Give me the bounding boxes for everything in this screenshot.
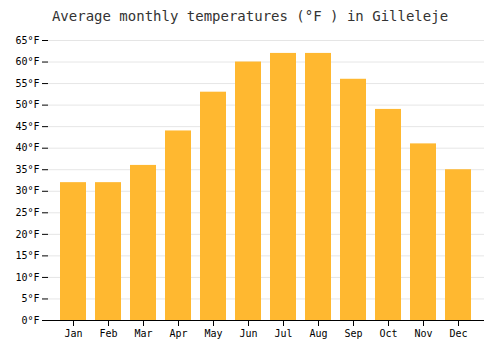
svg-text:Nov: Nov — [414, 328, 432, 339]
svg-text:30°F: 30°F — [15, 185, 39, 196]
svg-text:Jun: Jun — [239, 328, 257, 339]
svg-text:65°F: 65°F — [15, 35, 39, 46]
svg-text:Dec: Dec — [449, 328, 467, 339]
svg-text:5°F: 5°F — [21, 293, 39, 304]
svg-text:60°F: 60°F — [15, 56, 39, 67]
svg-text:25°F: 25°F — [15, 207, 39, 218]
svg-text:35°F: 35°F — [15, 164, 39, 175]
svg-text:Jan: Jan — [64, 328, 82, 339]
svg-text:50°F: 50°F — [15, 99, 39, 110]
svg-text:Feb: Feb — [99, 328, 117, 339]
svg-text:Jul: Jul — [274, 328, 292, 339]
svg-text:55°F: 55°F — [15, 78, 39, 89]
svg-text:Sep: Sep — [344, 328, 362, 339]
svg-text:45°F: 45°F — [15, 121, 39, 132]
svg-text:40°F: 40°F — [15, 142, 39, 153]
html-text:Average monthly temperatures (: Average monthly temperatures (°F ) in Gi… — [51, 8, 449, 24]
svg-text:15°F: 15°F — [15, 250, 39, 261]
svg-text:20°F: 20°F — [15, 229, 39, 240]
svg-text:Mar: Mar — [134, 328, 152, 339]
svg-text:Apr: Apr — [169, 328, 187, 339]
svg-text:Aug: Aug — [309, 328, 327, 339]
svg-text:0°F: 0°F — [21, 315, 39, 326]
svg-text:10°F: 10°F — [15, 272, 39, 283]
svg-text:May: May — [204, 328, 222, 339]
svg-text:Oct: Oct — [379, 328, 397, 339]
